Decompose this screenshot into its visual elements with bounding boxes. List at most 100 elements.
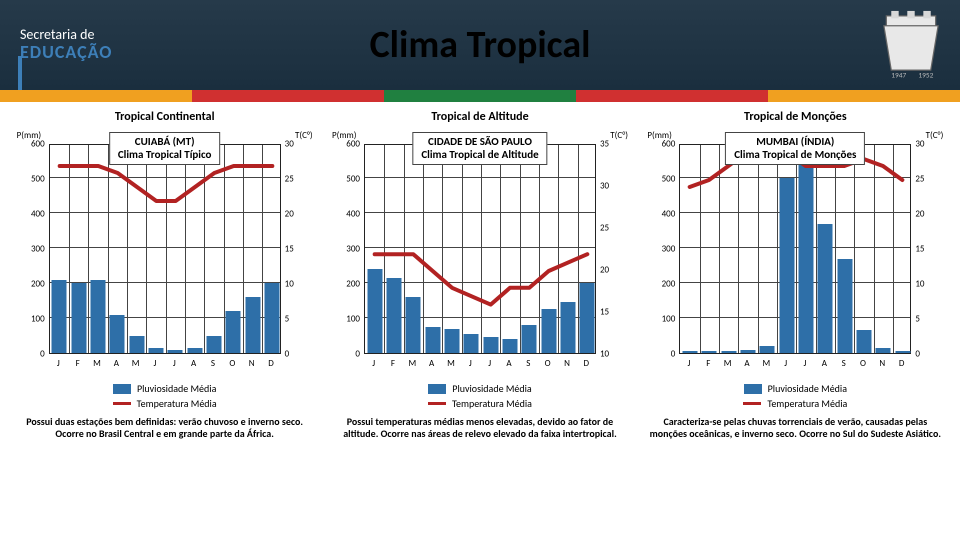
decorative-stripe — [0, 90, 960, 102]
month-label: M — [403, 358, 422, 369]
ytick-right: 15 — [285, 244, 309, 255]
ytick-right: 0 — [915, 349, 939, 360]
ytick-left: 0 — [21, 349, 45, 360]
ytick-right: 25 — [600, 223, 624, 234]
month-label: A — [815, 358, 834, 369]
month-label: S — [203, 358, 222, 369]
chart-title-box: MUMBAI (ÍNDIA)Clima Tropical de Monções — [725, 132, 865, 165]
ytick-left: 400 — [651, 209, 675, 220]
month-label: J — [795, 358, 814, 369]
header-bar: Secretaria de EDUCAÇÃO 1947 1952 — [0, 0, 960, 90]
month-label: S — [834, 358, 853, 369]
ytick-right: 5 — [285, 314, 309, 325]
legend-line-swatch — [743, 402, 761, 405]
month-label: M — [718, 358, 737, 369]
ytick-left: 400 — [336, 209, 360, 220]
chart-column: Tropical de AltitudeP(mm)T(C°)0100200300… — [325, 110, 634, 440]
ytick-right: 15 — [915, 244, 939, 255]
ytick-left: 0 — [336, 349, 360, 360]
ytick-right: 20 — [600, 265, 624, 276]
legend-line-label: Temperatura Média — [137, 397, 217, 410]
month-label: J — [49, 358, 68, 369]
chart-title-box: CUIABÁ (MT)Clima Tropical Típico — [109, 132, 221, 165]
svg-text:1952: 1952 — [918, 71, 933, 80]
ytick-right: 30 — [915, 139, 939, 150]
month-label: D — [892, 358, 911, 369]
ytick-right: 10 — [600, 349, 624, 360]
legend-line-label: Temperatura Média — [767, 397, 847, 410]
legend: Pluviosidade MédiaTemperatura Média — [113, 382, 217, 410]
svg-text:1947: 1947 — [891, 71, 906, 80]
ytick-right: 0 — [285, 349, 309, 360]
ytick-left: 300 — [21, 244, 45, 255]
chart-title-box: CIDADE DE SÃO PAULOClima Tropical de Alt… — [412, 132, 547, 165]
legend-line-swatch — [113, 402, 131, 405]
legend-line-label: Temperatura Média — [452, 397, 532, 410]
legend-bar-swatch — [744, 384, 762, 394]
region-title: Tropical Continental — [115, 110, 215, 124]
month-label: F — [383, 358, 402, 369]
month-label: S — [519, 358, 538, 369]
legend-bar-label: Pluviosidade Média — [452, 382, 531, 395]
ytick-right: 30 — [600, 181, 624, 192]
chart-description: Caracteriza-se pelas chuvas torrenciais … — [641, 416, 950, 440]
org-logo: Secretaria de EDUCAÇÃO — [20, 27, 112, 62]
climograph: P(mm)T(C°)010020030040050060005101520253… — [15, 128, 315, 378]
ytick-left: 500 — [651, 174, 675, 185]
month-label: J — [145, 358, 164, 369]
chart-column: Tropical de MonçõesP(mm)T(C°)01002003004… — [641, 110, 950, 440]
ytick-left: 200 — [21, 279, 45, 290]
ytick-left: 100 — [336, 314, 360, 325]
month-label: A — [184, 358, 203, 369]
month-label: J — [776, 358, 795, 369]
month-label: M — [126, 358, 145, 369]
climograph: P(mm)T(C°)010020030040050060005101520253… — [645, 128, 945, 378]
month-label: J — [364, 358, 383, 369]
ytick-right: 20 — [285, 209, 309, 220]
chart-description: Possui temperaturas médias menos elevada… — [325, 416, 634, 440]
month-label: J — [461, 358, 480, 369]
ytick-left: 100 — [651, 314, 675, 325]
chart-column: Tropical ContinentalP(mm)T(C°)0100200300… — [10, 110, 319, 440]
temperature-line — [365, 145, 597, 355]
legend-bar-swatch — [113, 384, 131, 394]
ytick-right: 30 — [285, 139, 309, 150]
ytick-right: 15 — [600, 307, 624, 318]
plot-area — [49, 144, 281, 354]
legend-bar-swatch — [428, 384, 446, 394]
month-label: F — [699, 358, 718, 369]
month-label: J — [165, 358, 184, 369]
month-label: M — [757, 358, 776, 369]
charts-row: Tropical ContinentalP(mm)T(C°)0100200300… — [0, 102, 960, 440]
ytick-left: 0 — [651, 349, 675, 360]
month-label: D — [577, 358, 596, 369]
ytick-left: 400 — [21, 209, 45, 220]
ytick-right: 5 — [915, 314, 939, 325]
plot-area — [679, 144, 911, 354]
month-label: O — [853, 358, 872, 369]
ytick-right: 10 — [915, 279, 939, 290]
month-label: O — [538, 358, 557, 369]
legend-bar-label: Pluviosidade Média — [768, 382, 847, 395]
logo-line2: EDUCAÇÃO — [20, 41, 112, 63]
ytick-left: 200 — [651, 279, 675, 290]
ytick-left: 600 — [21, 139, 45, 150]
legend-line-swatch — [428, 402, 446, 405]
ytick-right: 25 — [915, 174, 939, 185]
climograph: P(mm)T(C°)010020030040050060010152025303… — [330, 128, 630, 378]
legend: Pluviosidade Média Temperatura Média — [428, 382, 532, 410]
city-crest-icon: 1947 1952 — [874, 6, 948, 80]
plot-area — [364, 144, 596, 354]
ytick-right: 10 — [285, 279, 309, 290]
ytick-left: 100 — [21, 314, 45, 325]
region-title: Tropical de Altitude — [431, 110, 528, 124]
legend: Pluviosidade Média Temperatura Média — [743, 382, 847, 410]
month-label: A — [737, 358, 756, 369]
ytick-left: 600 — [651, 139, 675, 150]
ytick-left: 300 — [651, 244, 675, 255]
month-label: J — [679, 358, 698, 369]
month-label: M — [441, 358, 460, 369]
month-label: A — [499, 358, 518, 369]
ytick-left: 500 — [336, 174, 360, 185]
temperature-line — [50, 145, 282, 355]
